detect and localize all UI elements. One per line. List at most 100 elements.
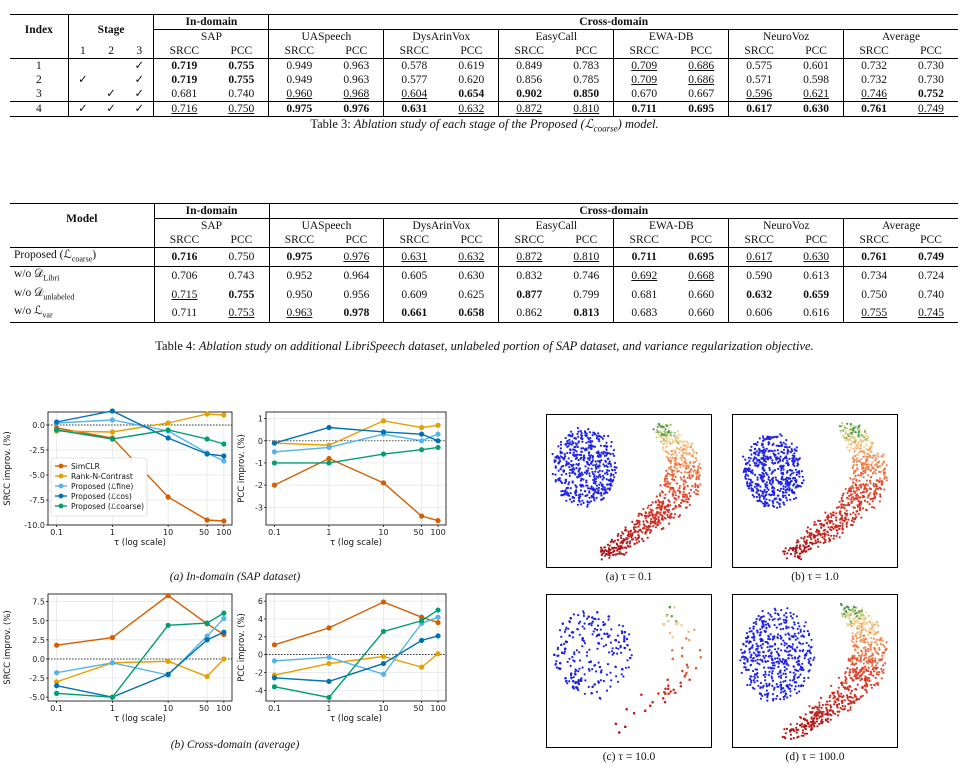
scatter-point	[566, 463, 569, 466]
scatter-point	[621, 624, 624, 628]
caption-fig-a-text: (a) In-domain (SAP dataset)	[169, 571, 301, 583]
scatter-point	[840, 499, 843, 502]
scatter-point	[759, 644, 762, 647]
scatter-point	[590, 454, 593, 457]
scatter-point	[789, 679, 792, 682]
scatter-point	[638, 512, 641, 515]
model-label: w/o 𝒟unlabeled	[10, 285, 155, 304]
value-cell: 0.631	[401, 103, 428, 115]
value-cell: 0.716	[171, 251, 198, 264]
metric-pcc-header: PCC	[214, 44, 270, 59]
scatter-point	[625, 542, 628, 545]
scatter-point	[636, 537, 640, 540]
scatter-point	[876, 452, 879, 455]
scatter-point	[877, 455, 880, 458]
scatter-point	[806, 526, 809, 529]
index-header: Index	[10, 14, 69, 44]
scatter-point	[797, 622, 800, 625]
scatter-point	[869, 469, 872, 472]
scatter-point	[798, 475, 801, 478]
scatter-point	[797, 659, 800, 662]
scatter-point	[859, 444, 862, 447]
scatter-point	[651, 701, 654, 704]
stage-check	[68, 87, 97, 102]
scatter-point	[666, 431, 669, 434]
scatter-point	[579, 620, 582, 623]
scatter-point	[600, 669, 603, 672]
value-cell: 0.616	[789, 303, 845, 323]
scatter-point	[665, 614, 668, 617]
scatter-point	[602, 497, 605, 500]
scatter-point	[683, 486, 686, 489]
data-point	[380, 671, 387, 677]
data-point	[380, 653, 387, 660]
scatter-point	[599, 481, 602, 484]
scatter-point	[854, 431, 857, 434]
data-point	[326, 660, 332, 667]
scatter-point	[588, 454, 591, 457]
scatter-point	[603, 488, 606, 491]
scatter-point	[852, 520, 855, 523]
scatter-point	[853, 675, 856, 678]
scatter-point	[866, 443, 869, 447]
scatter-point	[777, 467, 780, 470]
scatter-point	[606, 469, 609, 472]
value-cell: 0.952	[286, 270, 313, 283]
x-tick-label: 100	[216, 704, 231, 713]
scatter-point	[629, 545, 632, 548]
scatter-point	[741, 655, 745, 658]
scatter-point	[863, 452, 866, 455]
stage-check	[68, 59, 97, 74]
scatter-point	[852, 517, 855, 520]
scatter-point	[802, 649, 805, 652]
scatter-point	[784, 633, 787, 636]
value-cell: 0.749	[918, 103, 944, 115]
scatter-point	[622, 539, 626, 542]
scatter-point	[794, 635, 797, 638]
scatter-point	[786, 459, 789, 462]
scatter-point	[585, 494, 588, 497]
scatter-point	[767, 635, 771, 638]
scatter-point	[674, 475, 677, 478]
scatter-point	[802, 550, 805, 553]
data-point	[435, 438, 441, 444]
scatter-point	[692, 464, 695, 468]
scatter-point	[879, 470, 882, 473]
data-point	[380, 660, 387, 667]
scatter-point	[839, 510, 842, 513]
scatter-point	[768, 499, 771, 502]
scatter-point	[695, 478, 698, 481]
value-cell: 0.575	[746, 60, 773, 72]
scatter-point	[857, 494, 860, 498]
scatter-point	[793, 477, 797, 480]
t4-cross-domain-header: Cross-domain	[269, 203, 958, 219]
scatter-point	[760, 494, 763, 497]
scatter-point	[774, 612, 777, 615]
scatter-point	[669, 442, 672, 445]
scatter-point	[610, 551, 613, 555]
scatter-point	[882, 643, 885, 647]
series-line	[56, 658, 225, 683]
scatter-point	[753, 461, 756, 464]
data-point	[54, 683, 60, 689]
scatter-point	[875, 485, 878, 488]
scatter-point	[813, 523, 816, 526]
scatter-point	[771, 670, 774, 673]
scatter-point	[804, 621, 807, 624]
scatter-point	[613, 476, 616, 479]
scatter-point	[619, 534, 623, 537]
scatter-point	[851, 696, 854, 699]
scatter-point	[790, 472, 793, 475]
scatter-point	[764, 675, 767, 678]
scatter-point	[596, 611, 599, 614]
scatter-point	[789, 611, 792, 614]
value-cell: 0.740	[918, 288, 944, 301]
scatter-point	[867, 474, 870, 477]
model-header: Model	[10, 203, 155, 233]
scatter-point	[680, 624, 683, 627]
scatter-point	[637, 534, 640, 537]
scatter-point	[571, 631, 575, 634]
data-point	[271, 460, 278, 466]
scatter-point	[752, 657, 755, 660]
scatter-point	[756, 476, 759, 479]
